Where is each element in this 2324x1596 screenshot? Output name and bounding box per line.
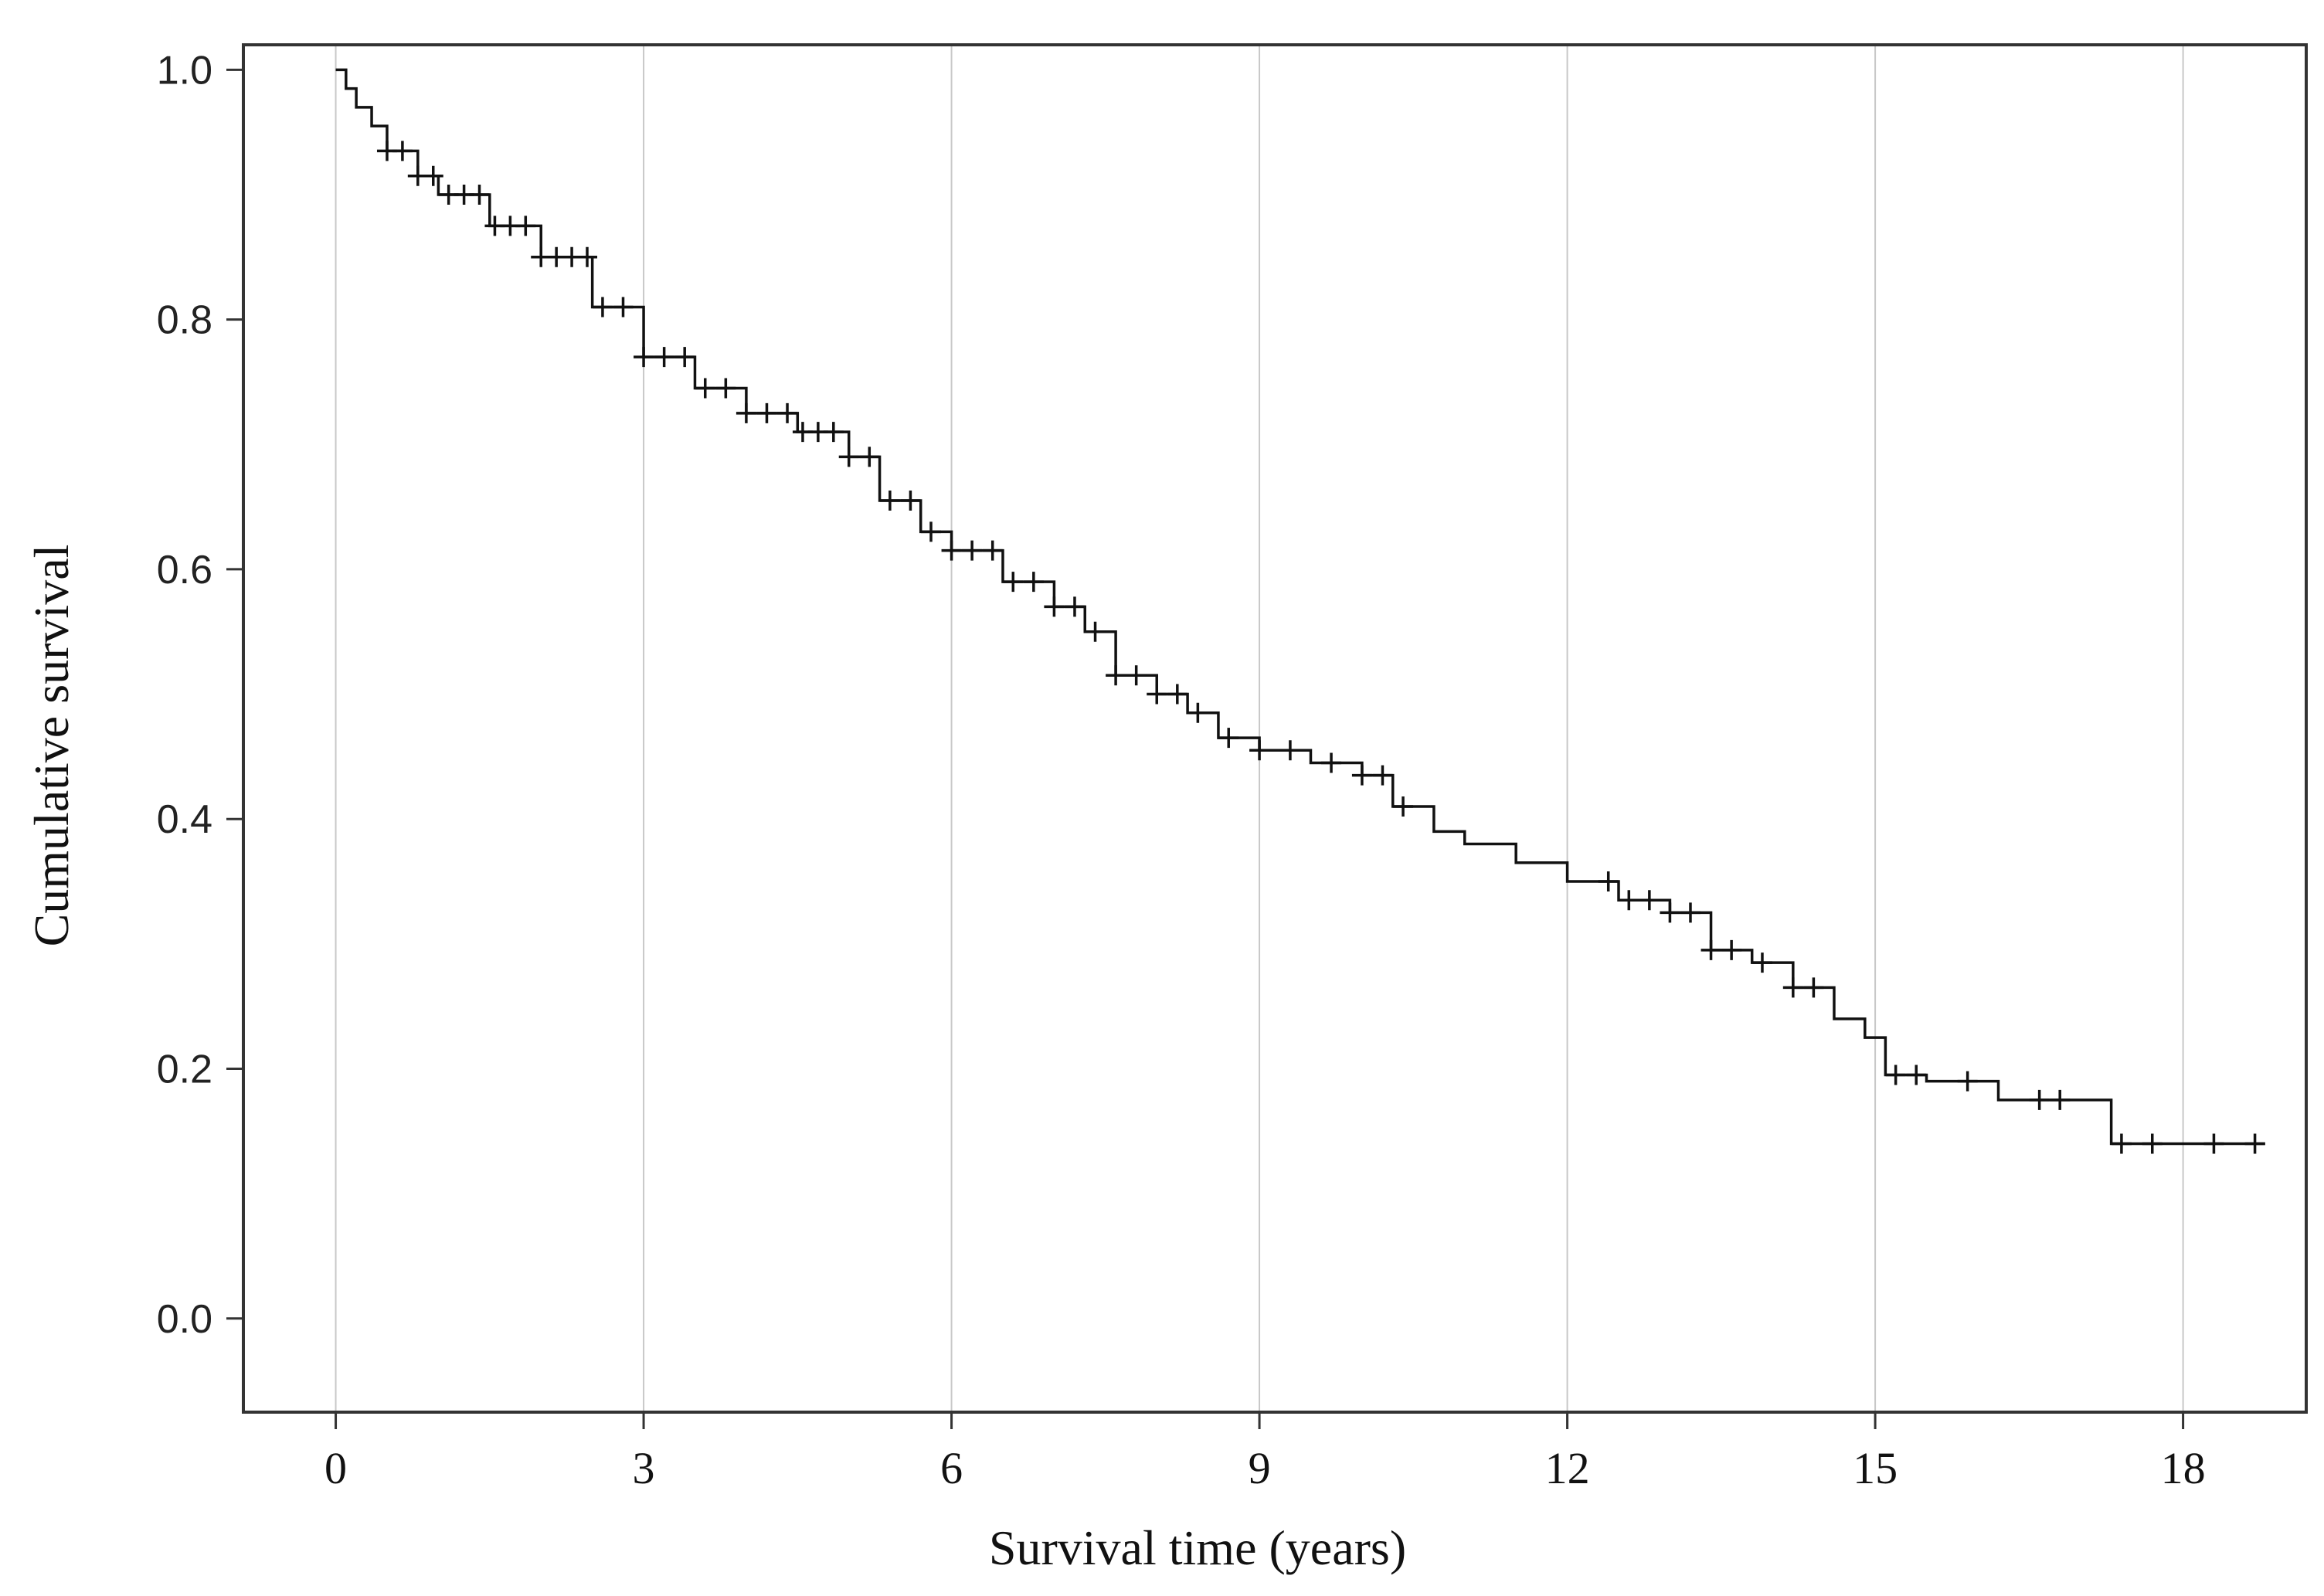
censor-mark bbox=[1885, 1065, 1906, 1085]
censor-mark bbox=[1279, 740, 1300, 761]
censor-mark bbox=[1064, 596, 1085, 617]
censor-mark bbox=[674, 347, 695, 368]
censor-mark bbox=[1372, 765, 1393, 786]
censor-mark bbox=[469, 184, 490, 205]
censor-mark bbox=[777, 402, 798, 423]
y-tick-label: 0.0 bbox=[157, 1297, 212, 1342]
survival-curve bbox=[335, 68, 2265, 1146]
censor-mark bbox=[756, 402, 777, 423]
x-tick-label: 18 bbox=[2161, 1443, 2206, 1493]
y-axis-label: Cumulative survival bbox=[24, 545, 79, 947]
x-tick-label: 3 bbox=[633, 1443, 655, 1493]
censor-mark bbox=[1680, 902, 1701, 923]
censor-mark bbox=[838, 447, 859, 467]
censor-mark bbox=[1598, 871, 1619, 892]
censor-mark bbox=[1957, 1071, 1978, 1092]
censor-mark bbox=[577, 246, 597, 267]
x-tick-label: 6 bbox=[940, 1443, 963, 1493]
censor-mark bbox=[941, 540, 962, 561]
censor-mark bbox=[879, 491, 900, 511]
censor-mark bbox=[921, 521, 941, 542]
x-tick-label: 15 bbox=[1853, 1443, 1898, 1493]
censor-mark bbox=[823, 422, 844, 443]
censor-mark bbox=[1660, 902, 1680, 923]
censor-mark bbox=[1751, 953, 1772, 973]
censor-mark bbox=[1249, 740, 1270, 761]
censor-mark bbox=[2050, 1089, 2071, 1110]
censor-mark bbox=[1187, 702, 1208, 723]
y-axis: 0.0 0.2 0.4 0.6 0.8 1.0 bbox=[157, 48, 243, 1342]
censor-mark bbox=[1023, 572, 1044, 593]
y-tick-label: 0.8 bbox=[157, 298, 212, 343]
censor-mark bbox=[695, 378, 715, 399]
y-tick-label: 0.6 bbox=[157, 548, 212, 593]
censor-mark bbox=[423, 165, 443, 186]
censor-mark bbox=[1639, 890, 1660, 911]
censor-mark bbox=[1085, 621, 1106, 642]
censor-mark bbox=[634, 347, 654, 368]
censor-mark bbox=[1147, 684, 1167, 705]
censor-mark bbox=[2142, 1133, 2163, 1154]
censor-mark bbox=[1167, 684, 1187, 705]
censor-mark bbox=[1106, 665, 1126, 686]
censor-mark bbox=[1906, 1065, 1927, 1085]
vertical-grid-lines bbox=[335, 45, 2184, 1412]
censor-mark bbox=[1782, 977, 1803, 998]
censor-mark bbox=[2244, 1133, 2265, 1154]
censor-mark bbox=[1126, 665, 1147, 686]
censor-mark bbox=[1044, 596, 1065, 617]
censor-mark bbox=[2203, 1133, 2224, 1154]
censor-marks bbox=[376, 141, 2265, 1154]
plot-area bbox=[335, 68, 2265, 1154]
x-tick-label: 9 bbox=[1249, 1443, 1271, 1493]
y-tick-label: 0.4 bbox=[157, 797, 212, 842]
censor-mark bbox=[1701, 939, 1721, 960]
censor-mark bbox=[515, 216, 536, 236]
x-axis-label: Survival time (years) bbox=[989, 1520, 1406, 1575]
censor-mark bbox=[1218, 728, 1239, 749]
censor-mark bbox=[1003, 572, 1024, 593]
plot-frame bbox=[242, 43, 2308, 1414]
censor-mark bbox=[1803, 977, 1824, 998]
censor-mark bbox=[654, 347, 674, 368]
y-tick-label: 1.0 bbox=[157, 48, 212, 93]
censor-mark bbox=[1393, 796, 1414, 817]
censor-mark bbox=[1321, 752, 1342, 773]
censor-mark bbox=[900, 491, 921, 511]
x-tick-label: 12 bbox=[1545, 1443, 1590, 1493]
censor-mark bbox=[736, 402, 756, 423]
censor-mark bbox=[715, 378, 736, 399]
censor-mark bbox=[1619, 890, 1639, 911]
x-axis: 0 3 6 9 12 15 18 bbox=[324, 1412, 2206, 1493]
censor-mark bbox=[1351, 765, 1372, 786]
censor-mark bbox=[859, 447, 880, 467]
censor-mark bbox=[2029, 1089, 2050, 1110]
censor-mark bbox=[613, 297, 634, 318]
censor-mark bbox=[592, 297, 613, 318]
censor-mark bbox=[1721, 939, 1742, 960]
x-tick-label: 0 bbox=[324, 1443, 347, 1493]
censor-mark bbox=[962, 540, 983, 561]
censor-mark bbox=[982, 540, 1003, 561]
censor-mark bbox=[392, 141, 413, 161]
censor-mark bbox=[2111, 1133, 2132, 1154]
y-tick-label: 0.2 bbox=[157, 1047, 212, 1092]
